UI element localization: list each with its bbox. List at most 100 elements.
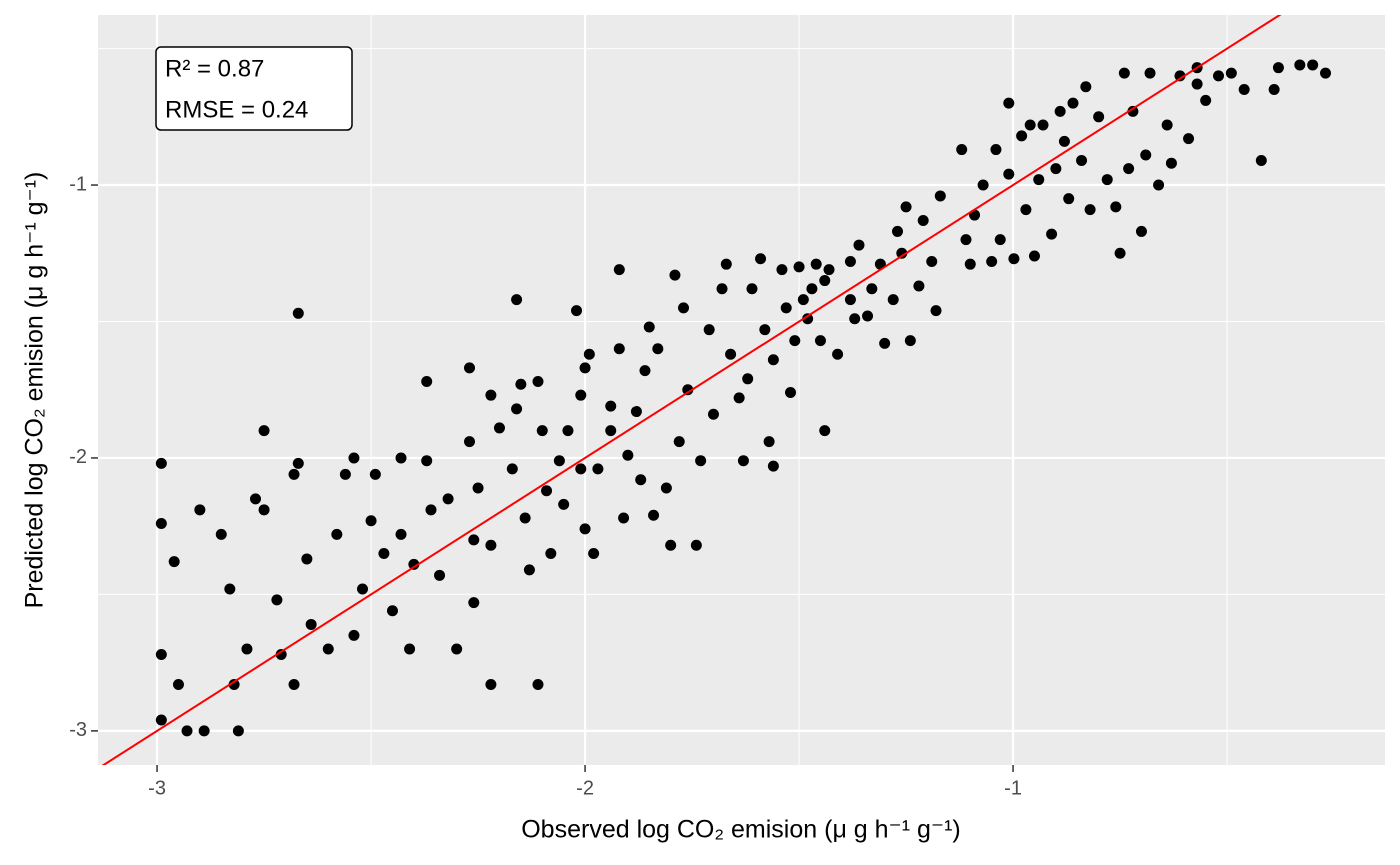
point (575, 463, 587, 475)
point (1101, 174, 1113, 186)
point (776, 264, 788, 276)
point (1054, 105, 1066, 117)
point (1037, 119, 1049, 131)
point (224, 583, 236, 595)
point (271, 594, 283, 606)
point (485, 389, 497, 401)
point (990, 144, 1002, 156)
point (275, 648, 287, 660)
point (172, 678, 184, 690)
point (780, 302, 792, 314)
point (892, 225, 904, 237)
point (849, 313, 861, 325)
x-tick-label: -1 (1004, 777, 1022, 799)
point (579, 523, 591, 535)
point (1003, 168, 1015, 180)
point (1183, 133, 1195, 145)
point (511, 403, 523, 415)
point (1238, 84, 1250, 96)
point (660, 482, 672, 494)
point (755, 253, 767, 265)
annotation-box (155, 46, 353, 131)
point (643, 321, 655, 333)
point (1255, 154, 1267, 166)
point (1320, 67, 1332, 79)
point (618, 512, 630, 524)
point (562, 425, 574, 437)
point (395, 528, 407, 540)
point (292, 457, 304, 469)
point (1118, 67, 1130, 79)
point (742, 373, 754, 385)
point (1016, 130, 1028, 142)
point (378, 547, 390, 559)
point (802, 313, 814, 325)
point (357, 583, 369, 595)
point (832, 348, 844, 360)
point (541, 485, 553, 497)
point (1165, 157, 1177, 169)
point (168, 556, 180, 568)
point (635, 474, 647, 486)
annotation: RMSE = 0.24 (165, 96, 308, 123)
point (819, 275, 831, 287)
point (1008, 253, 1020, 265)
point (1033, 174, 1045, 186)
point (1020, 204, 1032, 216)
point (844, 294, 856, 306)
point (1127, 105, 1139, 117)
point (575, 389, 587, 401)
point (155, 714, 167, 726)
point (707, 408, 719, 420)
point (468, 534, 480, 546)
point (986, 255, 998, 267)
point (331, 528, 343, 540)
point (1174, 70, 1186, 82)
point (763, 436, 775, 448)
point (1144, 67, 1156, 79)
panel (98, 15, 1385, 765)
point (1307, 59, 1319, 71)
point (155, 517, 167, 529)
point (1123, 163, 1135, 175)
point (1058, 135, 1070, 147)
marks (101, 15, 1332, 765)
point (613, 264, 625, 276)
point (232, 725, 244, 737)
point (288, 468, 300, 480)
point (288, 678, 300, 690)
y-tick-label: -2 (69, 446, 87, 468)
point (1272, 62, 1284, 74)
y-tick-label: -3 (69, 719, 87, 741)
point (1268, 84, 1280, 96)
point (725, 348, 737, 360)
point (1140, 149, 1152, 161)
point (1213, 70, 1225, 82)
point (844, 255, 856, 267)
point (1093, 111, 1105, 123)
point (690, 539, 702, 551)
point (639, 365, 651, 377)
point (1063, 193, 1075, 205)
point (746, 283, 758, 295)
point (648, 509, 660, 521)
point (716, 283, 728, 295)
point (994, 234, 1006, 246)
point (964, 258, 976, 270)
point (241, 643, 253, 655)
point (369, 468, 381, 480)
point (258, 504, 270, 516)
point (733, 392, 745, 404)
point (652, 343, 664, 355)
point (421, 376, 433, 388)
point (365, 515, 377, 527)
point (673, 436, 685, 448)
point (1225, 67, 1237, 79)
point (665, 539, 677, 551)
point (810, 258, 822, 270)
point (917, 215, 929, 227)
point (588, 547, 600, 559)
point (767, 354, 779, 366)
point (292, 307, 304, 319)
